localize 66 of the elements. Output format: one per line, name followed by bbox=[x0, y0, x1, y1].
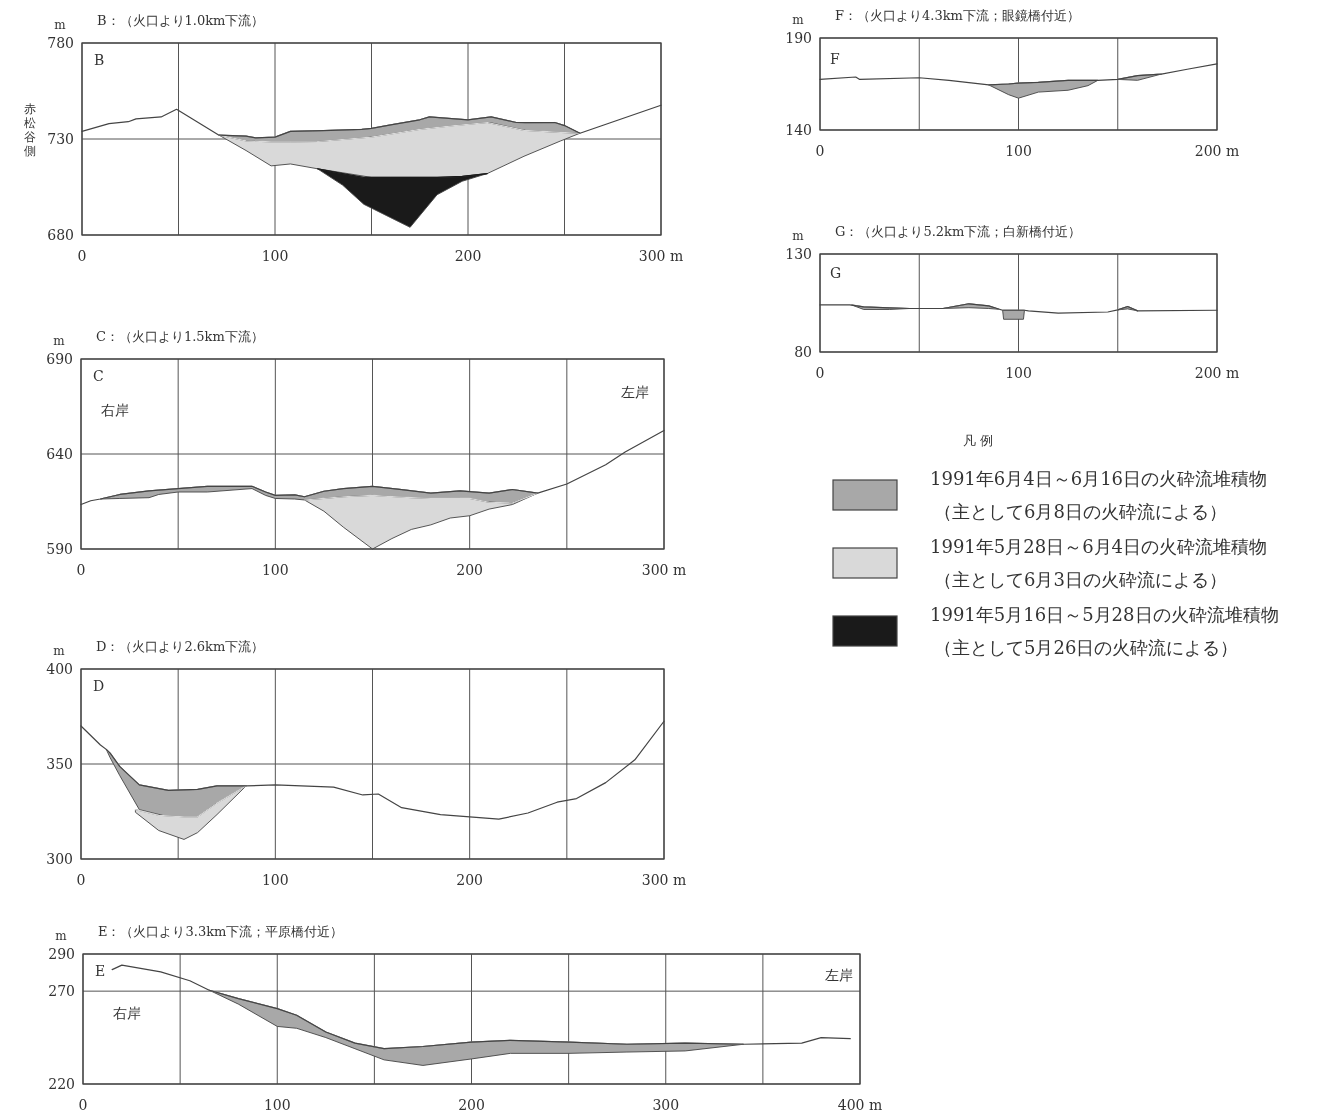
y-axis-title: m bbox=[54, 18, 67, 32]
chart-title: B：（火口より1.0km下流） bbox=[97, 13, 265, 28]
y-tick-label: 780 bbox=[47, 35, 74, 51]
y-axis-title: m bbox=[792, 13, 805, 27]
annotation: B bbox=[94, 52, 105, 68]
x-tick-label: 200 bbox=[456, 562, 484, 578]
annotation: 右岸 bbox=[113, 1005, 141, 1021]
x-tick-label: 0 bbox=[76, 562, 86, 578]
annotation: E bbox=[95, 963, 106, 979]
y-axis-title: m bbox=[53, 334, 66, 348]
chart-title: C：（火口より1.5km下流） bbox=[96, 329, 264, 344]
y-tick-label: 300 bbox=[46, 851, 73, 867]
y-axis-title: m bbox=[792, 229, 805, 243]
x-tick-label: 200 m bbox=[1194, 365, 1240, 381]
text: 赤松谷側 bbox=[24, 102, 36, 158]
y-tick-label: 590 bbox=[46, 541, 73, 557]
x-tick-label: 200 bbox=[456, 872, 484, 888]
annotation: F bbox=[830, 51, 840, 67]
legend-label: 1991年6月4日～6月16日の火砕流堆積物（主として6月8日の火砕流による） bbox=[930, 468, 1268, 522]
y-tick-label: 80 bbox=[794, 344, 812, 360]
annotation: G bbox=[830, 265, 842, 281]
y-tick-label: 690 bbox=[46, 351, 73, 367]
x-tick-label: 0 bbox=[78, 1097, 88, 1113]
y-tick-label: 190 bbox=[785, 30, 812, 46]
x-tick-label: 0 bbox=[76, 872, 86, 888]
y-tick-label: 400 bbox=[46, 661, 73, 677]
x-tick-label: 0 bbox=[815, 365, 825, 381]
chart-title: G：（火口より5.2km下流；白新橋付近） bbox=[835, 224, 1082, 239]
annotation: 左岸 bbox=[825, 967, 853, 983]
y-tick-label: 640 bbox=[46, 446, 73, 462]
x-tick-label: 100 bbox=[261, 562, 289, 578]
x-tick-label: 300 m bbox=[638, 248, 684, 264]
y-tick-label: 730 bbox=[47, 131, 74, 147]
x-tick-label: 200 m bbox=[1194, 143, 1240, 159]
annotation: D bbox=[93, 678, 105, 694]
x-tick-label: 200 bbox=[458, 1097, 485, 1113]
y-tick-label: 220 bbox=[48, 1076, 75, 1092]
x-tick-label: 100 bbox=[1005, 365, 1032, 381]
y-tick-label: 140 bbox=[785, 122, 812, 138]
legend-label: 1991年5月16日～5月28日の火砕流堆積物（主として5月26日の火砕流による） bbox=[930, 604, 1279, 658]
x-tick-label: 100 bbox=[1005, 143, 1032, 159]
y-tick-label: 680 bbox=[47, 227, 74, 243]
annotation: 右岸 bbox=[101, 402, 129, 418]
y-tick-label: 290 bbox=[48, 946, 75, 962]
x-tick-label: 100 bbox=[263, 1097, 291, 1113]
y-tick-label: 130 bbox=[785, 246, 812, 262]
y-tick-label: 270 bbox=[48, 983, 75, 1000]
chart-title: E：（火口より3.3km下流；平原橋付近） bbox=[98, 924, 344, 939]
y-axis-title: m bbox=[53, 644, 66, 658]
chart-title: D：（火口より2.6km下流） bbox=[96, 639, 265, 654]
chart-title: F：（火口より4.3km下流；眼鏡橋付近） bbox=[835, 8, 1080, 23]
x-tick-label: 200 bbox=[454, 248, 482, 264]
x-tick-label: 300 m bbox=[641, 872, 687, 888]
x-tick-label: 100 bbox=[261, 872, 289, 888]
x-tick-label: 300 m bbox=[641, 562, 687, 578]
x-tick-label: 100 bbox=[261, 248, 289, 264]
x-tick-label: 400 m bbox=[837, 1097, 883, 1113]
y-tick-label: 350 bbox=[46, 756, 73, 772]
x-tick-label: 0 bbox=[77, 248, 87, 264]
legend-label: 1991年5月28日～6月4日の火砕流堆積物（主として6月3日の火砕流による） bbox=[930, 536, 1268, 590]
annotation: 左岸 bbox=[621, 384, 649, 400]
legend-title: 凡 例 bbox=[963, 433, 994, 448]
y-axis-title: m bbox=[55, 929, 68, 943]
x-tick-label: 0 bbox=[815, 143, 825, 159]
annotation: C bbox=[93, 368, 104, 384]
x-tick-label: 300 bbox=[652, 1097, 680, 1113]
